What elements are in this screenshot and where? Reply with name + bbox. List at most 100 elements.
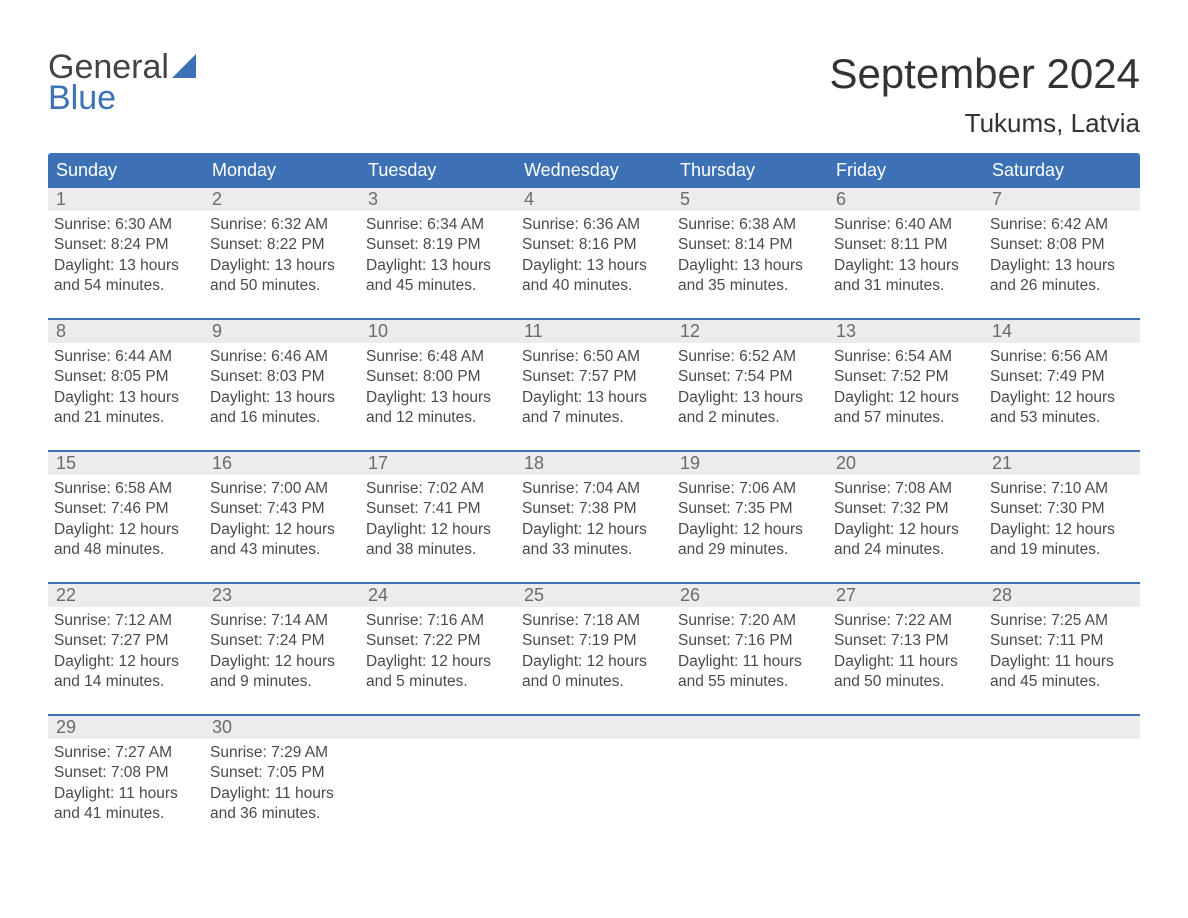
daylight-line: Daylight: 11 hours and 41 minutes. [54,784,198,825]
day-number: 13 [828,320,984,343]
day-body: Sunrise: 6:40 AMSunset: 8:11 PMDaylight:… [828,211,984,297]
sunset-line: Sunset: 8:19 PM [366,235,510,255]
daylight-line: Daylight: 12 hours and 48 minutes. [54,520,198,561]
day-body: Sunrise: 7:29 AMSunset: 7:05 PMDaylight:… [204,739,360,825]
sunset-line: Sunset: 7:43 PM [210,499,354,519]
sunrise-line: Sunrise: 7:00 AM [210,479,354,499]
daylight-line: Daylight: 13 hours and 26 minutes. [990,256,1134,297]
sail-icon [172,50,202,84]
day-body: Sunrise: 7:12 AMSunset: 7:27 PMDaylight:… [48,607,204,693]
sunrise-line: Sunrise: 6:50 AM [522,347,666,367]
day-number: 7 [984,188,1140,211]
day-body: Sunrise: 7:25 AMSunset: 7:11 PMDaylight:… [984,607,1140,693]
day-cell: 13Sunrise: 6:54 AMSunset: 7:52 PMDayligh… [828,320,984,438]
sunset-line: Sunset: 8:00 PM [366,367,510,387]
sunrise-line: Sunrise: 6:54 AM [834,347,978,367]
sunset-line: Sunset: 8:24 PM [54,235,198,255]
sunset-line: Sunset: 7:54 PM [678,367,822,387]
sunrise-line: Sunrise: 6:44 AM [54,347,198,367]
day-cell: 15Sunrise: 6:58 AMSunset: 7:46 PMDayligh… [48,452,204,570]
sunrise-line: Sunrise: 7:14 AM [210,611,354,631]
day-number: 24 [360,584,516,607]
sunset-line: Sunset: 7:05 PM [210,763,354,783]
day-cell: 18Sunrise: 7:04 AMSunset: 7:38 PMDayligh… [516,452,672,570]
day-number: 26 [672,584,828,607]
sunset-line: Sunset: 7:35 PM [678,499,822,519]
sunrise-line: Sunrise: 6:42 AM [990,215,1134,235]
daylight-line: Daylight: 13 hours and 31 minutes. [834,256,978,297]
day-body: Sunrise: 6:46 AMSunset: 8:03 PMDaylight:… [204,343,360,429]
day-number: 4 [516,188,672,211]
day-number: . [828,716,984,739]
sunrise-line: Sunrise: 7:06 AM [678,479,822,499]
day-cell: 10Sunrise: 6:48 AMSunset: 8:00 PMDayligh… [360,320,516,438]
weekday-sunday: Sunday [48,153,204,188]
weekday-saturday: Saturday [984,153,1140,188]
calendar-grid: SundayMondayTuesdayWednesdayThursdayFrid… [48,153,1140,834]
sunset-line: Sunset: 7:16 PM [678,631,822,651]
daylight-line: Daylight: 12 hours and 43 minutes. [210,520,354,561]
daylight-line: Daylight: 12 hours and 57 minutes. [834,388,978,429]
day-cell: 14Sunrise: 6:56 AMSunset: 7:49 PMDayligh… [984,320,1140,438]
day-number: 23 [204,584,360,607]
sunrise-line: Sunrise: 7:22 AM [834,611,978,631]
daylight-line: Daylight: 13 hours and 40 minutes. [522,256,666,297]
daylight-line: Daylight: 12 hours and 24 minutes. [834,520,978,561]
sunrise-line: Sunrise: 7:18 AM [522,611,666,631]
day-number: 17 [360,452,516,475]
day-body: Sunrise: 6:44 AMSunset: 8:05 PMDaylight:… [48,343,204,429]
sunset-line: Sunset: 8:05 PM [54,367,198,387]
day-number: 14 [984,320,1140,343]
sunrise-line: Sunrise: 6:48 AM [366,347,510,367]
day-body: Sunrise: 7:04 AMSunset: 7:38 PMDaylight:… [516,475,672,561]
day-body: Sunrise: 6:32 AMSunset: 8:22 PMDaylight:… [204,211,360,297]
day-number: 21 [984,452,1140,475]
day-cell: 27Sunrise: 7:22 AMSunset: 7:13 PMDayligh… [828,584,984,702]
week-row: 22Sunrise: 7:12 AMSunset: 7:27 PMDayligh… [48,582,1140,702]
day-body: Sunrise: 6:54 AMSunset: 7:52 PMDaylight:… [828,343,984,429]
weekday-monday: Monday [204,153,360,188]
title-block: September 2024 Tukums, Latvia [829,50,1140,139]
daylight-line: Daylight: 12 hours and 0 minutes. [522,652,666,693]
day-number: 5 [672,188,828,211]
daylight-line: Daylight: 12 hours and 14 minutes. [54,652,198,693]
day-number: . [360,716,516,739]
sunrise-line: Sunrise: 7:20 AM [678,611,822,631]
day-number: 25 [516,584,672,607]
sunrise-line: Sunrise: 7:08 AM [834,479,978,499]
sunrise-line: Sunrise: 6:32 AM [210,215,354,235]
daylight-line: Daylight: 11 hours and 36 minutes. [210,784,354,825]
day-number: . [516,716,672,739]
day-cell: 8Sunrise: 6:44 AMSunset: 8:05 PMDaylight… [48,320,204,438]
week-row: 8Sunrise: 6:44 AMSunset: 8:05 PMDaylight… [48,318,1140,438]
day-body: Sunrise: 7:27 AMSunset: 7:08 PMDaylight:… [48,739,204,825]
day-number: 9 [204,320,360,343]
day-body: Sunrise: 7:00 AMSunset: 7:43 PMDaylight:… [204,475,360,561]
brand-logo: General Blue [48,50,202,115]
day-number: 6 [828,188,984,211]
day-cell: 2Sunrise: 6:32 AMSunset: 8:22 PMDaylight… [204,188,360,306]
sunrise-line: Sunrise: 7:29 AM [210,743,354,763]
daylight-line: Daylight: 11 hours and 45 minutes. [990,652,1134,693]
sunrise-line: Sunrise: 7:16 AM [366,611,510,631]
sunrise-line: Sunrise: 6:56 AM [990,347,1134,367]
day-cell: 16Sunrise: 7:00 AMSunset: 7:43 PMDayligh… [204,452,360,570]
daylight-line: Daylight: 12 hours and 9 minutes. [210,652,354,693]
day-body: Sunrise: 7:10 AMSunset: 7:30 PMDaylight:… [984,475,1140,561]
sunset-line: Sunset: 7:13 PM [834,631,978,651]
day-body: Sunrise: 7:20 AMSunset: 7:16 PMDaylight:… [672,607,828,693]
week-row: 15Sunrise: 6:58 AMSunset: 7:46 PMDayligh… [48,450,1140,570]
sunrise-line: Sunrise: 6:46 AM [210,347,354,367]
day-cell: 19Sunrise: 7:06 AMSunset: 7:35 PMDayligh… [672,452,828,570]
sunset-line: Sunset: 7:46 PM [54,499,198,519]
weekday-thursday: Thursday [672,153,828,188]
sunset-line: Sunset: 7:19 PM [522,631,666,651]
week-row: 29Sunrise: 7:27 AMSunset: 7:08 PMDayligh… [48,714,1140,834]
sunrise-line: Sunrise: 7:25 AM [990,611,1134,631]
weekday-header-row: SundayMondayTuesdayWednesdayThursdayFrid… [48,153,1140,188]
day-cell: 5Sunrise: 6:38 AMSunset: 8:14 PMDaylight… [672,188,828,306]
sunrise-line: Sunrise: 7:27 AM [54,743,198,763]
day-body: Sunrise: 6:34 AMSunset: 8:19 PMDaylight:… [360,211,516,297]
day-body: Sunrise: 6:58 AMSunset: 7:46 PMDaylight:… [48,475,204,561]
header: General Blue September 2024 Tukums, Latv… [48,50,1140,139]
